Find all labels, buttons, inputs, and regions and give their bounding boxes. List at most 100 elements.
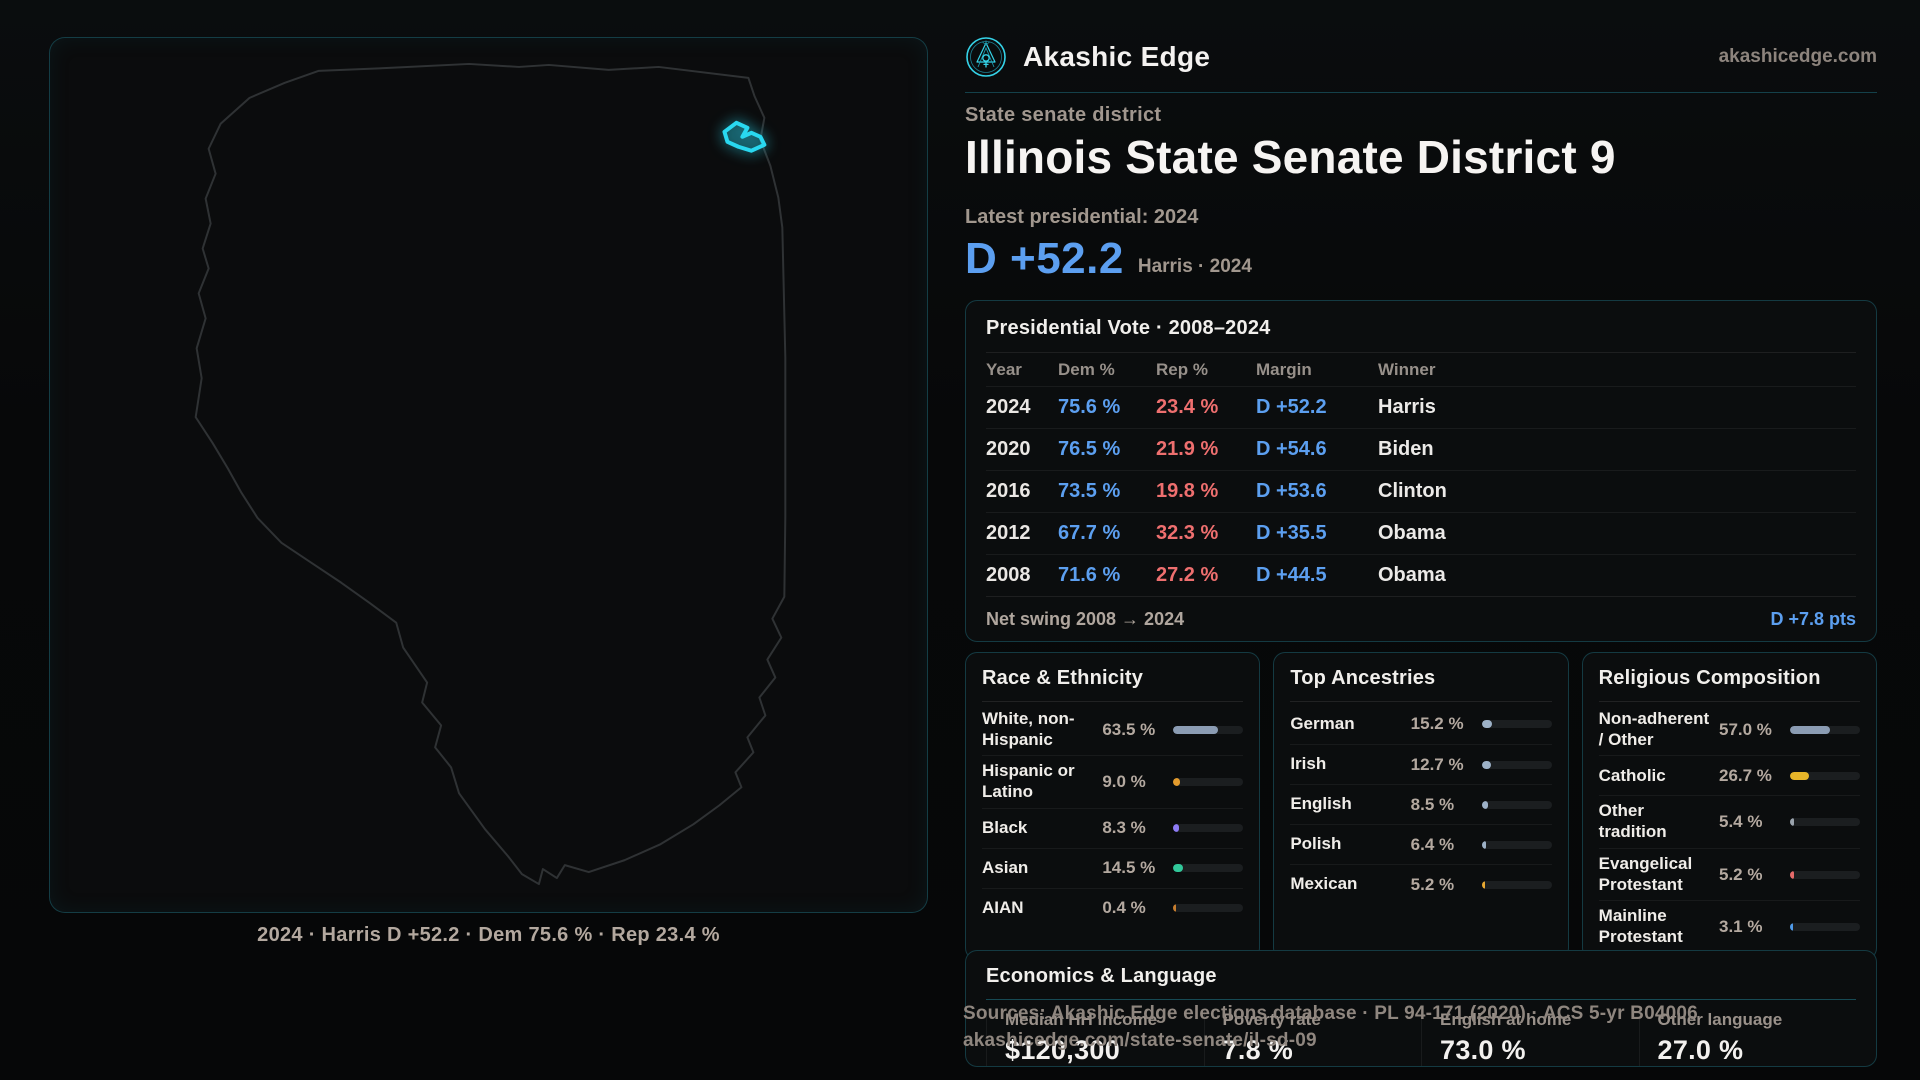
list-item: Mexican 5.2 % <box>1290 864 1552 904</box>
item-value: 8.3 % <box>1102 818 1146 838</box>
divider <box>986 352 1856 353</box>
margin-value: D +52.2 <box>965 234 1124 283</box>
presidential-table-body: 2024 75.6 % 23.4 % D +52.2 Harris 2020 7… <box>986 386 1856 596</box>
bar-track <box>1481 840 1552 849</box>
race-ethnicity-list: White, non-Hispanic 63.5 % Hispanic or L… <box>982 704 1244 928</box>
bar-track <box>1481 800 1552 809</box>
table-row: 2024 75.6 % 23.4 % D +52.2 Harris <box>986 386 1856 428</box>
item-value: 15.2 % <box>1410 714 1464 733</box>
margin-cell: D +35.5 <box>1256 522 1327 544</box>
race-ethnicity-card: Race & Ethnicity White, non-Hispanic 63.… <box>965 652 1261 960</box>
stat-label: Other language <box>1657 1010 1783 1029</box>
item-label: White, non-Hispanic <box>982 709 1075 749</box>
stat-block: English at home 73.0 % <box>1421 1010 1639 1066</box>
stat-block: Other language 27.0 % <box>1638 1010 1857 1066</box>
bar-fill <box>1173 904 1177 913</box>
winner-cell: Obama <box>1378 522 1446 544</box>
bar-fill <box>1481 840 1487 849</box>
presidential-table-header: Year Dem % Rep % Margin Winner <box>986 353 1856 386</box>
stat-label: Poverty rate <box>1222 1010 1321 1029</box>
rep-pct-cell: 21.9 % <box>1156 438 1219 460</box>
dem-pct-cell: 67.7 % <box>1058 522 1121 544</box>
illinois-state-outline <box>194 62 787 886</box>
akashic-edge-logo-icon <box>966 37 1006 77</box>
item-label: Mexican <box>1290 874 1358 894</box>
stat-value: $120,300 <box>1005 1035 1121 1065</box>
map-caption: 2024 · Harris D +52.2 · Dem 75.6 % · Rep… <box>257 924 720 946</box>
item-value: 5.2 % <box>1718 864 1763 884</box>
top-ancestries-title: Top Ancestries <box>1290 667 1436 689</box>
divider <box>982 701 1244 702</box>
winner-cell: Harris <box>1378 396 1436 418</box>
winner-cell: Clinton <box>1378 480 1447 502</box>
rep-pct-cell: 32.3 % <box>1156 522 1219 544</box>
item-label: Hispanic or Latino <box>982 761 1075 802</box>
year-cell: 2024 <box>986 396 1031 418</box>
item-label: German <box>1290 713 1355 733</box>
district-highlight[interactable] <box>722 120 767 153</box>
demographics-row: Race & Ethnicity White, non-Hispanic 63.… <box>965 652 1877 960</box>
divider <box>1290 701 1552 702</box>
table-row: 2016 73.5 % 19.8 % D +53.6 Clinton <box>986 470 1856 512</box>
col-rep: Rep % <box>1156 359 1208 379</box>
rep-pct-cell: 19.8 % <box>1156 480 1219 502</box>
list-item: Polish 6.4 % <box>1290 824 1552 864</box>
illinois-map <box>194 62 787 886</box>
bar-track <box>1173 824 1244 833</box>
item-label: English <box>1290 794 1352 814</box>
page-title: Illinois State Senate District 9 <box>965 131 1616 183</box>
top-ancestries-list: German 15.2 % Irish 12.7 % <box>1290 704 1552 904</box>
district-type-kicker: State senate district <box>965 104 1162 126</box>
bar-track <box>1173 725 1244 734</box>
stat-value: 27.0 % <box>1657 1035 1744 1065</box>
list-item: Asian 14.5 % <box>982 847 1244 888</box>
bar-track <box>1481 720 1552 728</box>
year-cell: 2020 <box>986 438 1031 460</box>
item-label: Other tradition <box>1598 801 1667 842</box>
bar-track <box>1173 778 1244 787</box>
bar-fill <box>1173 725 1218 734</box>
bar-fill <box>1789 725 1830 734</box>
brand-domain[interactable]: akashicedge.com <box>1718 46 1877 67</box>
top-ancestries-card: Top Ancestries German 15.2 % <box>1273 652 1569 960</box>
list-item: Non-adherent / Other 57.0 % <box>1599 704 1860 755</box>
list-item: Catholic 26.7 % <box>1598 755 1860 795</box>
bar-track <box>1173 904 1244 913</box>
bar-track <box>1481 880 1552 889</box>
rep-pct-cell: 27.2 % <box>1156 564 1219 586</box>
year-cell: 2012 <box>986 522 1031 544</box>
item-value: 9.0 % <box>1102 772 1146 792</box>
net-swing-value: D +7.8 pts <box>1770 608 1856 629</box>
stat-block: Poverty rate 7.8 % <box>1203 1010 1422 1066</box>
stat-value: 7.8 % <box>1222 1035 1294 1065</box>
bar-track <box>1789 818 1860 827</box>
presidential-vote-title: Presidential Vote · 2008–2024 <box>986 317 1271 339</box>
item-label: AIAN <box>982 898 1024 918</box>
col-margin: Margin <box>1256 359 1312 379</box>
bar-fill <box>1481 880 1486 889</box>
divider <box>1598 701 1860 702</box>
list-item: English 8.5 % <box>1290 784 1552 824</box>
item-label: Black <box>982 818 1028 838</box>
bar-fill <box>1481 760 1491 769</box>
item-value: 5.4 % <box>1718 812 1763 832</box>
headline-margin: D +52.2 Harris · 2024 <box>965 234 1252 284</box>
stat-block: Median HH income $120,300 <box>986 1010 1204 1066</box>
divider <box>986 999 1856 1000</box>
margin-cell: D +52.2 <box>1256 396 1327 418</box>
brand-header: Akashic Edge akashicedge.com <box>965 34 1877 80</box>
bar-fill <box>1789 818 1794 827</box>
item-label: Non-adherent / Other <box>1598 709 1710 749</box>
winner-cell: Obama <box>1378 564 1446 586</box>
item-value: 12.7 % <box>1410 754 1464 774</box>
list-item: Evangelical Protestant 5.2 % <box>1598 847 1860 900</box>
bar-track <box>1789 725 1860 734</box>
dem-pct-cell: 76.5 % <box>1058 438 1121 460</box>
item-value: 57.0 % <box>1718 719 1772 739</box>
net-swing-row: Net swing 2008 → 2024 D +7.8 pts <box>986 596 1856 641</box>
list-item: Black 8.3 % <box>982 807 1244 848</box>
margin-cell: D +54.6 <box>1256 438 1327 460</box>
presidential-vote-card: Presidential Vote · 2008–2024 Year Dem %… <box>965 300 1877 642</box>
district-map-panel <box>49 37 928 913</box>
